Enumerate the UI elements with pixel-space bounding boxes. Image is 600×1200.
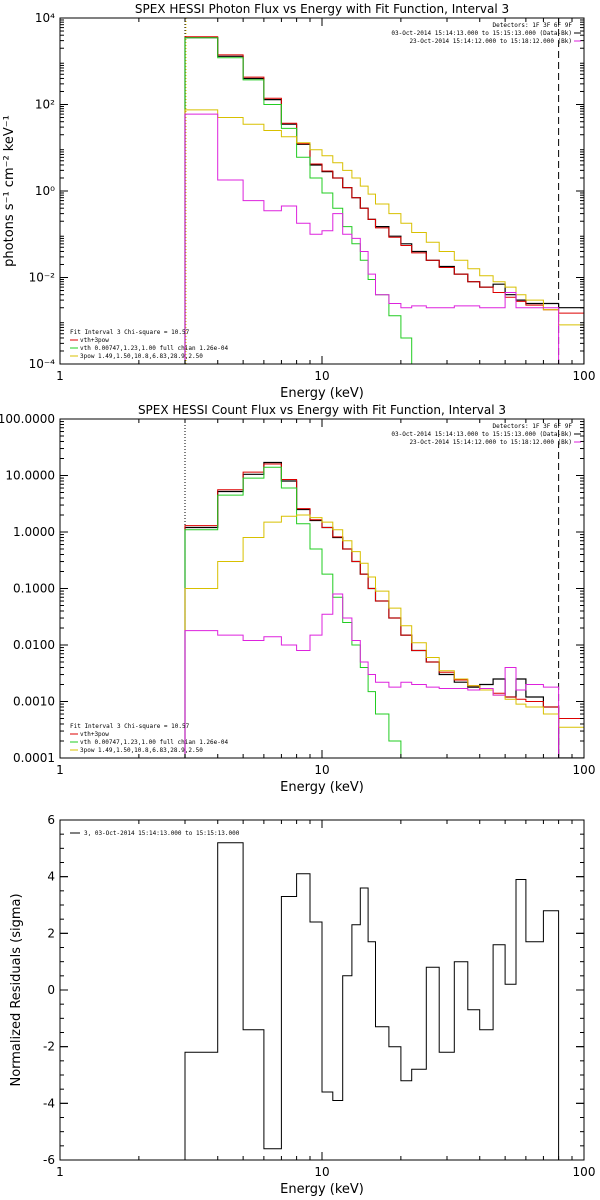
y-tick-label: 10⁻⁴ <box>29 357 56 371</box>
series-line-5 <box>184 593 584 758</box>
plot-area <box>184 419 584 758</box>
chart-panel-2: 1 10 100 Energy (keV) 0.0001 0.0010 0.0100 0.10… <box>0 403 595 795</box>
legend-bottom-entry: Fit Interval 3 Chi-square = 10.57 <box>70 723 190 730</box>
y-tick-label: 1.0000 <box>13 525 55 539</box>
x-tick-label: 100 <box>573 1165 596 1179</box>
series-line-4 <box>184 514 584 758</box>
legend-top-entry: 3, 03-Oct-2014 15:14:13.000 to 15:15:13.… <box>84 830 240 837</box>
y-tick-label: 2 <box>47 926 55 940</box>
y-tick-label: 10.0000 <box>5 469 55 483</box>
plot-area <box>184 842 560 1160</box>
legend-bottom-entry: 3pow 1.49,1.50,10.8,6.83,28.9,2.50 <box>80 747 203 754</box>
legend-top-entry: Detectors: 1F 3F 6F 9F <box>493 22 573 29</box>
y-tick-label: 0.0010 <box>13 695 55 709</box>
series-line-1 <box>184 461 584 758</box>
series-line-5 <box>184 113 584 364</box>
plot-frame <box>59 418 585 759</box>
y-tick-label: 0.1000 <box>13 582 55 596</box>
legend-top-entry: 23-Oct-2014 15:14:12.000 to 15:18:12.000… <box>409 38 572 45</box>
legend-top-entry: 03-Oct-2014 15:14:13.000 to 15:15:13.000… <box>391 30 572 37</box>
y-tick-label: 4 <box>47 870 55 884</box>
y-tick-label: 0 <box>47 983 55 997</box>
y-tick-label: 6 <box>47 813 55 827</box>
legend-bottom-entry: Fit Interval 3 Chi-square = 10.57 <box>70 329 190 336</box>
legend-bottom-entry: vth 0.00747,1.23,1.00 full chian 1.26e-0… <box>80 345 228 352</box>
y-tick-label: 10⁴ <box>35 11 55 25</box>
y-axis-label: Normalized Residuals (sigma) <box>9 893 24 1086</box>
series-line-2 <box>184 36 584 364</box>
x-axis-label: Energy (keV) <box>280 780 364 795</box>
x-tick-label: 1 <box>56 1165 64 1179</box>
chart-panel-1: 1 10 100 Energy (keV) 10⁻⁴ 10⁻² 10⁰ 10² 10⁴ photo… <box>2 2 595 401</box>
x-axis-label: Energy (keV) <box>280 1182 364 1197</box>
plot-area <box>184 18 584 364</box>
chart-title: SPEX HESSI Count Flux vs Energy with Fit… <box>138 403 506 417</box>
chart-title: SPEX HESSI Photon Flux vs Energy with Fi… <box>135 2 509 16</box>
y-tick-label: 10⁻² <box>29 271 56 285</box>
y-tick-label: -4 <box>43 1096 55 1110</box>
series-line-1 <box>184 37 584 364</box>
x-axis-label: Energy (keV) <box>280 386 364 401</box>
x-tick-label: 100 <box>573 763 596 777</box>
legend-top-entry: 23-Oct-2014 15:14:12.000 to 15:18:12.000… <box>409 439 572 446</box>
x-tick-label: 1 <box>56 763 64 777</box>
x-tick-label: 10 <box>314 763 329 777</box>
x-tick-label: 100 <box>573 369 596 383</box>
series-line-2 <box>184 463 584 758</box>
legend-bottom-entry: 3pow 1.49,1.50,10.8,6.83,28.9,2.50 <box>80 353 203 360</box>
y-tick-label: 0.0001 <box>13 751 55 765</box>
series-line-4 <box>184 109 584 364</box>
y-axis-label: photons s⁻¹ cm⁻² keV⁻¹ <box>2 115 17 267</box>
y-tick-label: -2 <box>43 1040 55 1054</box>
y-tick-label: 0.0100 <box>13 638 55 652</box>
legend-bottom-entry: vth+3pow <box>80 731 109 738</box>
legend-top-entry: Detectors: 1F 3F 6F 9F <box>493 423 573 430</box>
x-tick-label: 10 <box>314 369 329 383</box>
legend-bottom-entry: vth 0.00747,1.23,1.00 full chian 1.26e-0… <box>80 739 228 746</box>
series-line-3 <box>184 37 427 364</box>
y-tick-label: 10² <box>35 98 55 112</box>
x-tick-label: 10 <box>314 1165 329 1179</box>
x-tick-label: 1 <box>56 369 64 383</box>
chart-panel-3: 1 10 100 Energy (keV) -6 -4 -2 0 2 4 6 Normalized R… <box>9 813 595 1197</box>
y-tick-label: 10⁰ <box>35 184 55 198</box>
y-tick-label: 100.0000 <box>0 412 55 426</box>
y-tick-label: -6 <box>43 1153 55 1167</box>
series-line-1 <box>184 842 560 1160</box>
legend-bottom-entry: vth+3pow <box>80 337 109 344</box>
legend-top-entry: 03-Oct-2014 15:14:13.000 to 15:15:13.000… <box>391 431 572 438</box>
series-line-3 <box>184 466 402 758</box>
